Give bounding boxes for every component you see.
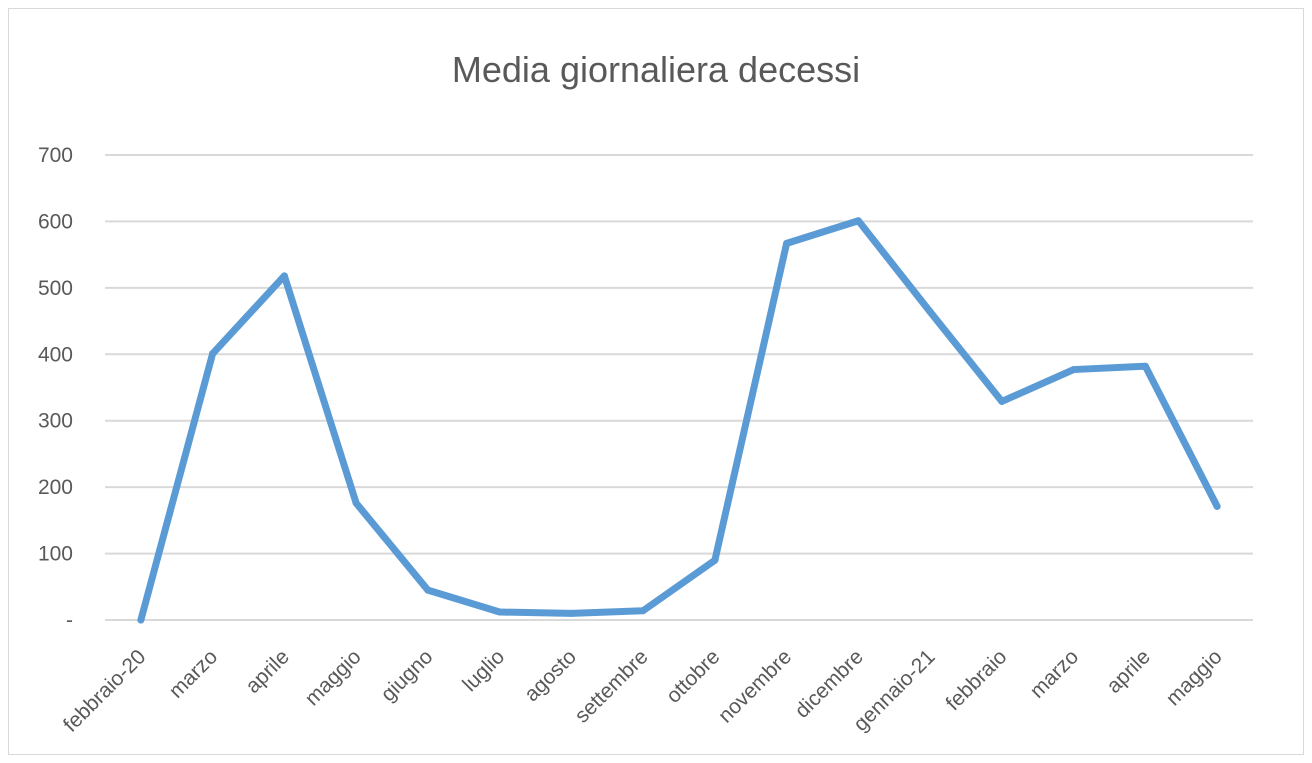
data-point [424, 586, 432, 594]
data-point [854, 217, 862, 225]
data-point [496, 608, 504, 616]
y-tick-label: 700 [38, 144, 73, 167]
x-tick-label: aprile [241, 645, 294, 698]
x-tick-label: maggio [301, 645, 366, 710]
chart-title: Media giornaliera decessi [452, 49, 860, 90]
x-axis: febbraio-20 marzo aprile maggio giugno luglio… [59, 645, 1227, 736]
y-tick-label: - [66, 609, 73, 632]
y-tick-label: 500 [38, 277, 73, 300]
x-tick-label: marzo [165, 645, 223, 703]
x-tick-label: maggio [1162, 645, 1227, 710]
data-point [711, 556, 719, 564]
x-tick-label: febbraio-20 [59, 645, 150, 736]
x-tick-label: febbraio [941, 645, 1011, 715]
data-point [567, 609, 575, 617]
gridlines [105, 154, 1253, 621]
series-line [137, 217, 1221, 624]
y-tick-label: 200 [38, 476, 73, 499]
chart-frame [8, 8, 1304, 755]
y-tick-label: 400 [38, 343, 73, 366]
data-point [352, 499, 360, 507]
y-tick-label: 300 [38, 410, 73, 433]
x-tick-label: aprile [1102, 645, 1155, 698]
x-tick-label: marzo [1026, 645, 1084, 703]
data-point [1141, 362, 1149, 370]
x-tick-label: ottobre [662, 645, 725, 708]
y-tick-label: 600 [38, 210, 73, 233]
x-tick-label: agosto [520, 645, 581, 706]
data-point [998, 397, 1006, 405]
x-tick-label: luglio [458, 645, 509, 696]
data-point [783, 239, 791, 247]
y-tick-label: 100 [38, 543, 73, 566]
data-point [209, 350, 217, 358]
data-point [1070, 366, 1078, 374]
y-axis: - 100 200 300 400 500 600 700 [38, 144, 73, 632]
data-point [639, 607, 647, 615]
data-point [280, 272, 288, 280]
data-point [1213, 502, 1221, 510]
x-tick-label: novembre [714, 645, 796, 727]
x-tick-label: settembre [570, 645, 652, 727]
x-tick-label: giugno [377, 645, 438, 706]
data-point [926, 308, 934, 316]
data-point [137, 616, 145, 624]
series-layer [137, 217, 1221, 624]
